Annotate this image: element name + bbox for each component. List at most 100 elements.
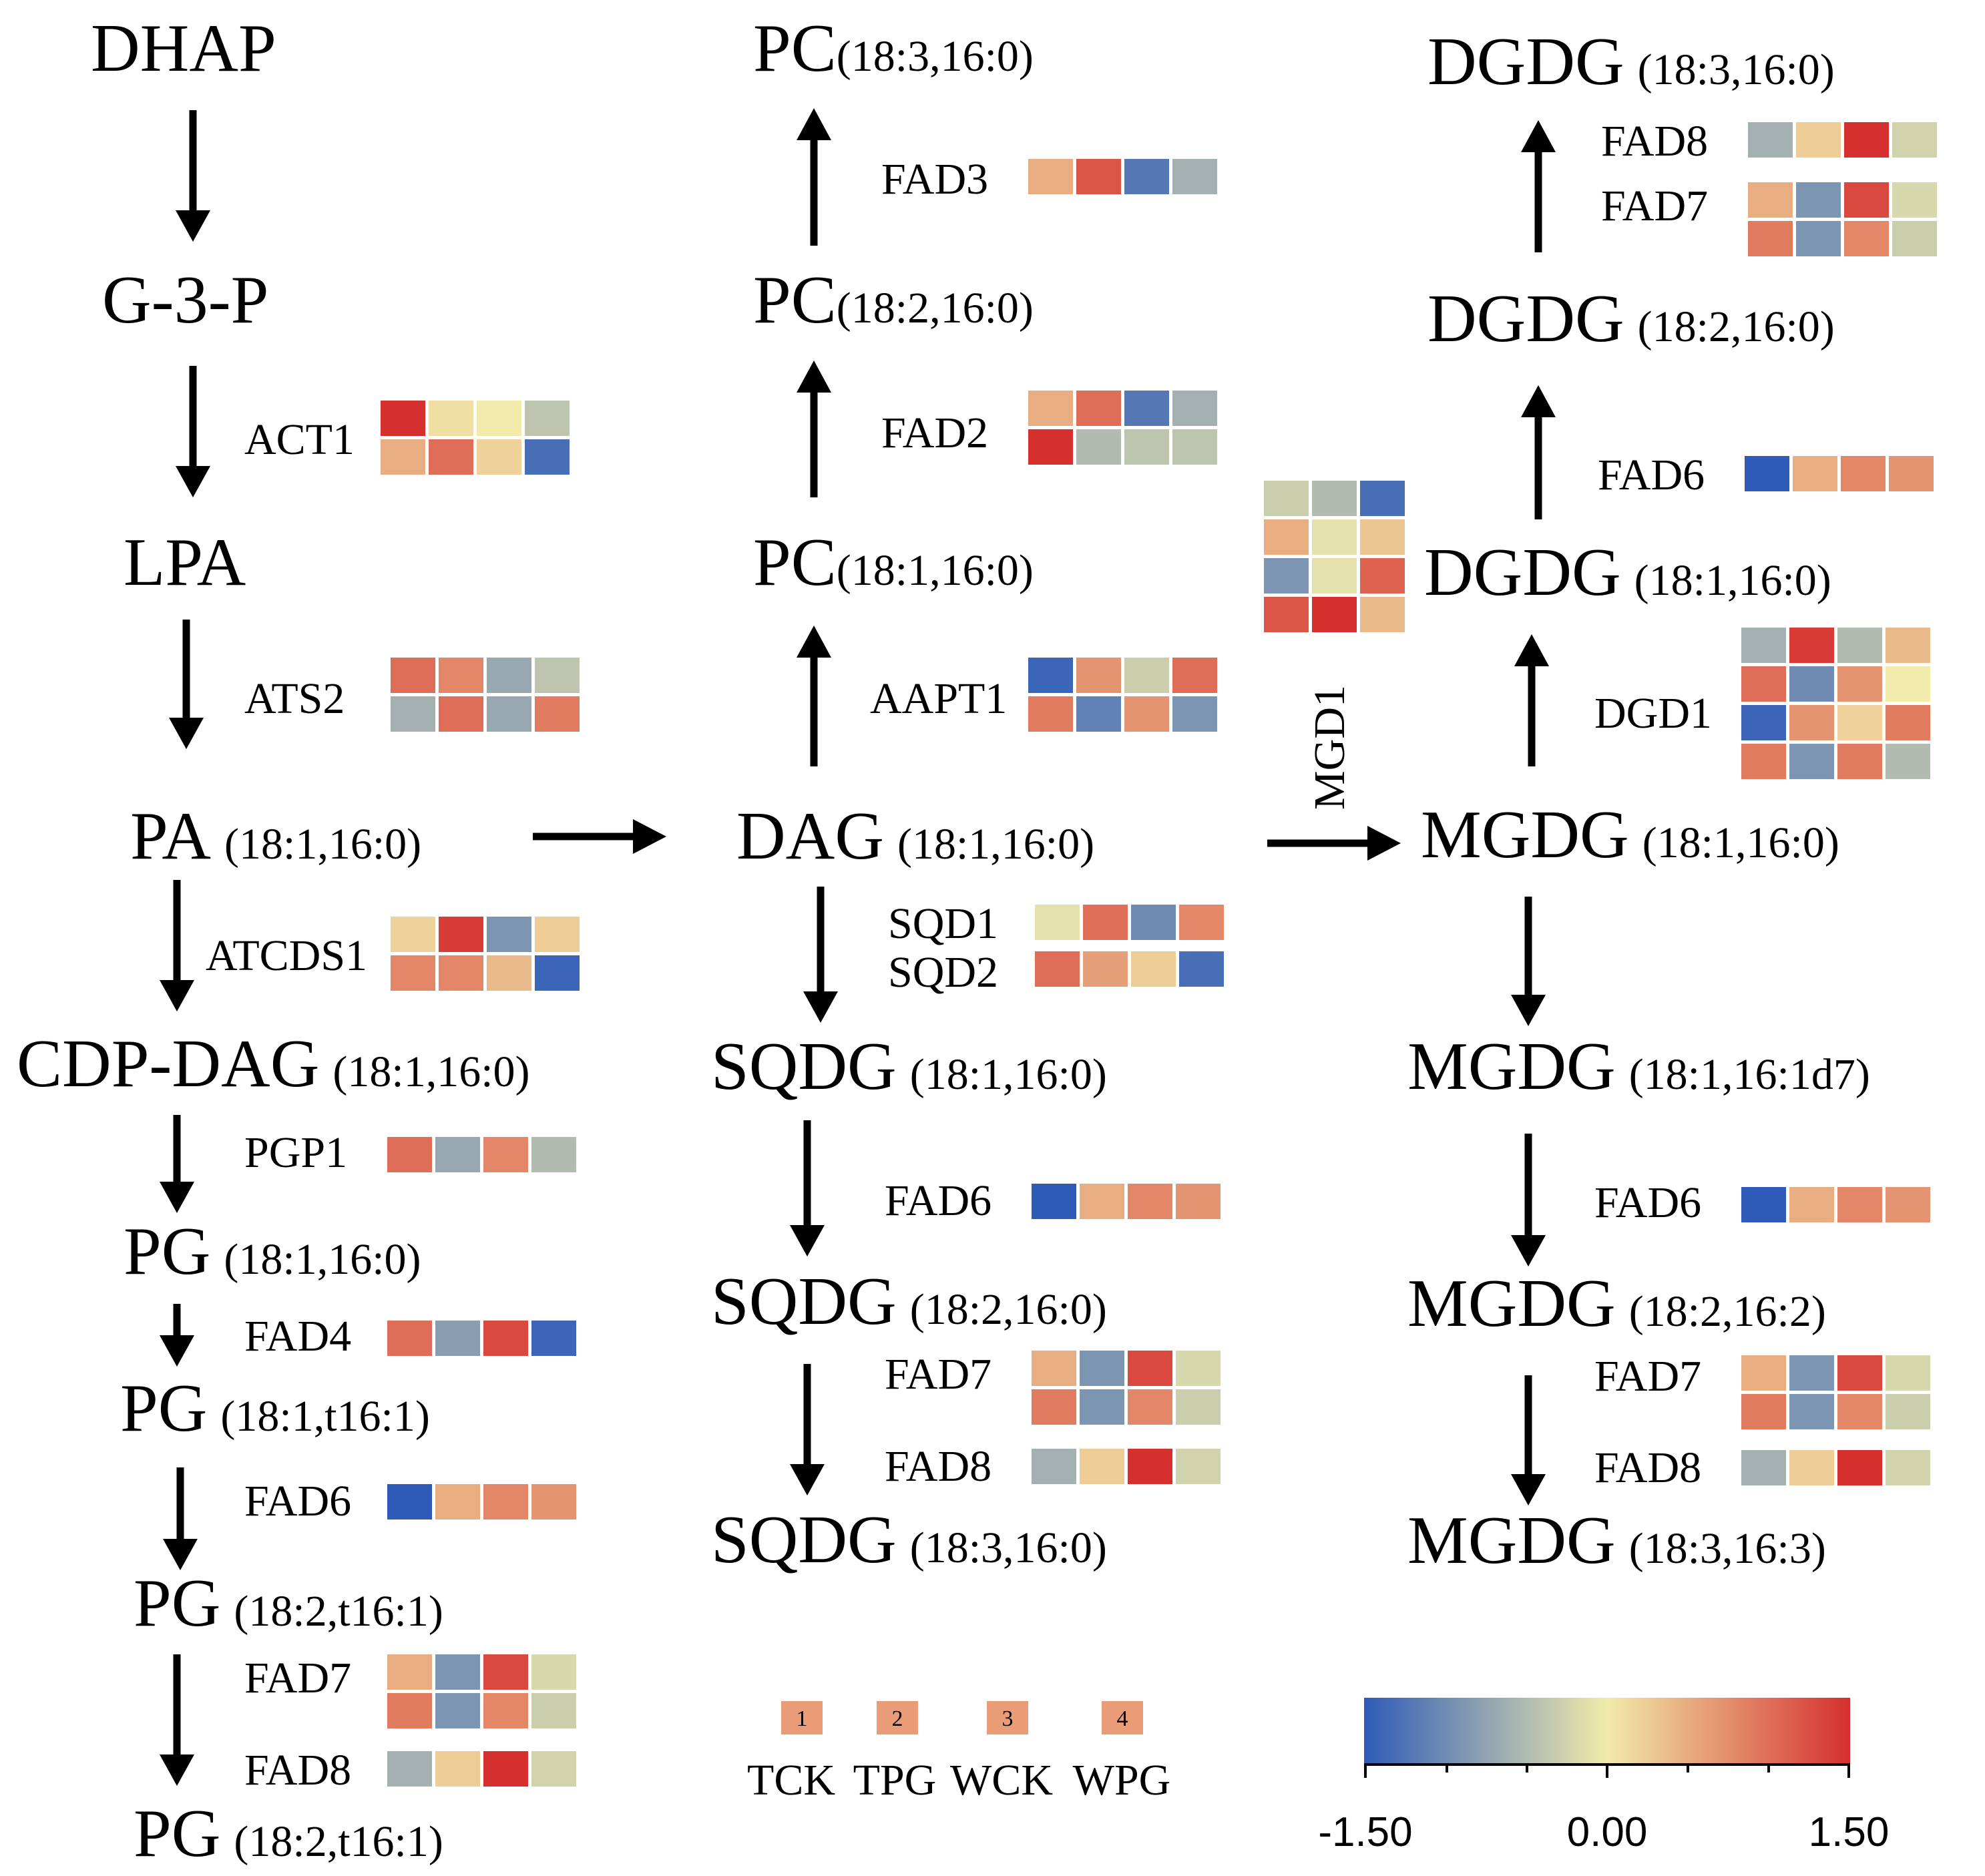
- heatmap-cell: [1886, 1187, 1930, 1222]
- arrow-dgdg1-dgdg2: [1521, 385, 1556, 519]
- legend-group-label: WPG: [1073, 1756, 1171, 1805]
- arrow-lpa-pa: [169, 620, 204, 749]
- heatmap-cell: [1035, 951, 1080, 987]
- gene-label-fad2: FAD2: [881, 409, 988, 457]
- gene-label-fad7-dg: FAD7: [1601, 182, 1708, 230]
- gene-label-fad6-sq: FAD6: [885, 1176, 991, 1225]
- metabolite-dgdg-3: DGDG (18:3,16:0): [1427, 24, 1835, 99]
- heatmap-cell: [1886, 1355, 1930, 1391]
- heatmap-cell: [387, 1751, 432, 1787]
- heatmap-cell: [1028, 159, 1073, 194]
- gene-label-fad7-mg: FAD7: [1594, 1352, 1701, 1401]
- metabolite-g3p: G-3-P: [102, 262, 268, 338]
- metabolite-lpa: LPA: [124, 525, 246, 600]
- heatmap-cell: [1083, 951, 1128, 987]
- legend-item-4: 4 WPG: [1073, 1701, 1171, 1805]
- heatmap-cell: [391, 696, 435, 732]
- heatmap-cell: [1076, 696, 1121, 732]
- metabolite-pc-1: PC(18:1,16:0): [753, 525, 1034, 600]
- heatmap-act1: [381, 401, 570, 475]
- gene-label-mgd1: MGD1: [1305, 685, 1354, 810]
- colorbar-min-label: -1.50: [1318, 1809, 1412, 1855]
- legend-item-3: 3 WCK: [950, 1701, 1053, 1805]
- heatmap-cell: [1741, 628, 1786, 663]
- heatmap-cell: [1741, 666, 1786, 702]
- heatmap-cell: [1789, 1187, 1834, 1222]
- heatmap-cell: [1032, 1184, 1076, 1219]
- heatmap-cell: [483, 1484, 528, 1519]
- gene-label-fad8-sq: FAD8: [885, 1442, 991, 1491]
- metabolite-pa: PA (18:1,16:0): [130, 798, 421, 874]
- heatmap-cell: [1837, 1450, 1882, 1485]
- heatmap-cell: [1172, 696, 1217, 732]
- gene-labels: ACT1 ATS2 ATCDS1 PGP1 FAD4 FAD6 FAD7 FAD…: [206, 117, 1712, 1795]
- arrow-dag-mgdg: [1267, 826, 1401, 861]
- heatmap-cell: [1080, 1389, 1124, 1425]
- heatmap-cell: [1264, 481, 1309, 516]
- gene-label-fad7-sq: FAD7: [885, 1350, 991, 1399]
- heatmap-fad4: [387, 1321, 576, 1356]
- heatmap-cell: [483, 1137, 528, 1172]
- heatmap-cell: [1172, 429, 1217, 465]
- heatmap-fad2: [1028, 391, 1217, 465]
- heatmap-cell: [1176, 1389, 1221, 1425]
- heatmap-cell: [1128, 1449, 1172, 1484]
- heatmap-cell: [1886, 705, 1930, 740]
- arrows: [160, 108, 1556, 1786]
- heatmap-cell: [1741, 1450, 1786, 1485]
- metabolite-dgdg-1: DGDG (18:1,16:0): [1424, 535, 1831, 610]
- heatmap-cell: [1028, 696, 1073, 732]
- heatmap-cell: [1176, 1351, 1221, 1386]
- heatmap-cell: [439, 696, 483, 732]
- heatmap-cell: [1741, 1187, 1786, 1222]
- heatmap-cell: [483, 1321, 528, 1356]
- heatmap-fad6-mg: [1741, 1187, 1930, 1222]
- heatmap-cell: [535, 917, 580, 952]
- legend-group-label: TPG: [853, 1756, 937, 1805]
- gene-label-fad8-pg: FAD8: [244, 1746, 351, 1795]
- gene-label-fad4: FAD4: [244, 1312, 351, 1361]
- heatmap-cell: [1124, 391, 1169, 426]
- legend-group-label: WCK: [950, 1756, 1053, 1805]
- legend-number: 4: [1117, 1706, 1128, 1731]
- heatmap-cell: [1032, 1449, 1076, 1484]
- heatmap-cell: [1789, 1355, 1834, 1391]
- heatmap-cell: [1741, 1394, 1786, 1429]
- heatmap-cell: [1886, 744, 1930, 779]
- metabolite-dhap: DHAP: [91, 11, 276, 86]
- arrow-mgdg-dgdg1: [1514, 634, 1549, 766]
- heatmap-cell: [1892, 182, 1937, 218]
- heatmap-cell: [1748, 122, 1793, 158]
- legend-number: 3: [1002, 1706, 1014, 1731]
- heatmap-cell: [387, 1484, 432, 1519]
- heatmap-fad8-pg: [387, 1751, 576, 1787]
- heatmap-fad3: [1028, 159, 1217, 194]
- heatmap-cell: [477, 401, 521, 436]
- sample-legend: 1 TCK 2 TPG 3 WCK 4 WPG: [747, 1701, 1170, 1805]
- arrow-pg2-pg3: [163, 1467, 198, 1570]
- heatmap-cell: [531, 1693, 576, 1728]
- heatmap-cell: [1360, 481, 1405, 516]
- heatmap-cell: [1312, 481, 1357, 516]
- gene-label-fad8-dg: FAD8: [1601, 117, 1708, 166]
- color-scale-bar: -1.50 0.00 1.50: [1318, 1698, 1889, 1855]
- heatmap-pgp1: [387, 1137, 576, 1172]
- heatmap-fad6-pg: [387, 1484, 576, 1519]
- metabolites: DHAP G-3-P LPA PA (18:1,16:0) CDP-DAG (18:…: [17, 11, 1870, 1871]
- heatmap-cell: [1837, 744, 1882, 779]
- heatmap-cell: [387, 1137, 432, 1172]
- heatmap-cell: [435, 1751, 480, 1787]
- arrow-dgdg2-dgdg3: [1521, 120, 1556, 252]
- heatmap-cell: [525, 439, 570, 475]
- heatmap-cell: [391, 658, 435, 693]
- heatmap-cell: [487, 917, 531, 952]
- arrow-pg3-pg4: [160, 1654, 194, 1786]
- gene-label-dgd1: DGD1: [1594, 689, 1712, 738]
- heatmap-cell: [483, 1693, 528, 1728]
- heatmap-sqd2: [1035, 951, 1224, 987]
- heatmap-fad8-mg: [1741, 1450, 1930, 1485]
- heatmap-cell: [387, 1654, 432, 1690]
- heatmap-cell: [1789, 628, 1834, 663]
- heatmap-cell: [1844, 182, 1889, 218]
- heatmap-cell: [439, 658, 483, 693]
